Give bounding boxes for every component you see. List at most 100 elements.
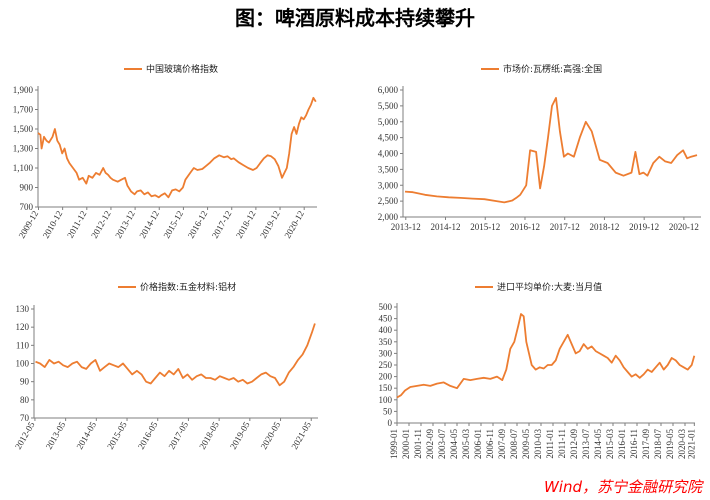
series-line: [404, 97, 698, 204]
x-tick-label: 2020-03: [677, 429, 687, 459]
x-tick-label: 2002-09: [425, 429, 435, 459]
x-tick-label: 2017-12: [210, 209, 234, 240]
y-tick-label: 4,000: [378, 149, 399, 159]
page-title: 图：啤酒原料成本持续攀升: [235, 6, 475, 30]
y-tick-label: 700: [20, 202, 34, 212]
y-tick-label: 6,000: [378, 85, 399, 95]
x-tick-label: 2009-12: [17, 209, 41, 240]
x-tick-label: 2015-05: [105, 420, 129, 451]
y-tick-label: 80: [20, 395, 30, 405]
x-tick-label: 2016-11: [629, 429, 639, 459]
y-tick-label: 500: [379, 302, 393, 312]
x-tick-label: 2003-07: [437, 429, 447, 459]
y-tick-label: 3,000: [378, 180, 399, 190]
x-tick-label: 2006-01: [473, 429, 483, 459]
x-tick-label: 2008-07: [509, 429, 519, 459]
x-tick-label: 2019-12: [629, 222, 659, 232]
x-tick-label: 2012-05: [13, 420, 37, 451]
x-tick-label: 2018-07: [653, 429, 663, 459]
x-tick-label: 2010-12: [41, 209, 65, 240]
x-tick-label: 2013-12: [391, 222, 421, 232]
chart-panel-aluminum: 价格指数:五金材料:铝材 70 80 90 100 110 120 130 2012-05 201…: [0, 275, 355, 475]
y-tick-label: 110: [16, 340, 30, 350]
x-tick-label: 2020-12: [669, 222, 699, 232]
y-tick-label: 100: [16, 359, 30, 369]
x-tick-label: 2017-09: [641, 429, 651, 459]
source-note: Wind，苏宁金融研究院: [543, 478, 702, 496]
x-tick-label: 2005-03: [461, 429, 471, 459]
y-tick-label: 300: [379, 348, 393, 358]
x-tick-label: 2019-05: [665, 429, 675, 459]
x-tick-label: 2014-12: [431, 222, 461, 232]
x-tick-label: 2011-01: [545, 429, 555, 459]
x-tick-label: 2018-05: [197, 420, 221, 451]
x-tick-label: 2017-05: [167, 420, 191, 451]
chart-svg-aluminum: 价格指数:五金材料:铝材 70 80 90 100 110 120 130 2012-05 201…: [13, 281, 318, 451]
legend-label: 进口平均单价:大麦:当月值: [497, 281, 602, 293]
y-tick-label: 250: [379, 360, 393, 370]
x-tick-label: 2014-05: [593, 429, 603, 459]
x-tick-label: 2012-12: [89, 209, 113, 240]
y-tick-label: 1,700: [13, 105, 34, 115]
y-tick-label: 150: [379, 383, 393, 393]
y-tick-label: 2,000: [378, 212, 399, 222]
x-tick-label: 2011-11: [557, 429, 567, 458]
y-tick-label: 50: [383, 406, 393, 416]
x-tick-label: 2020-05: [259, 420, 283, 451]
x-tick-label: 2015-12: [470, 222, 500, 232]
y-tick-label: 450: [379, 314, 393, 324]
y-tick-label: 1,100: [13, 163, 34, 173]
y-tick-label: 350: [379, 337, 393, 347]
x-tick-label: 2018-12: [234, 209, 258, 240]
chart-panel-barley: 进口平均单价:大麦:当月值 0 50 100 150 200 250 300 350 400 450…: [355, 275, 710, 475]
x-tick-label: 2021-05: [289, 420, 313, 451]
y-tick-label: 0: [388, 418, 393, 428]
chart-panel-glass-price: 中国玻璃价格指数 700 900 1,100 1,300 1,500 1,700 1,900 2…: [0, 55, 355, 255]
y-tick-label: 2,500: [378, 196, 399, 206]
chart-svg-corrugated-paper: 市场价:瓦楞纸:高强:全国 2,000 2,500 3,000 3,500 4,000 4,…: [378, 63, 701, 232]
y-tick-label: 70: [20, 413, 30, 423]
legend-label: 中国玻璃价格指数: [146, 63, 218, 75]
x-tick-label: 2004-05: [449, 429, 459, 459]
x-tick-label: 2016-12: [186, 209, 210, 240]
x-tick-label: 2016-12: [510, 222, 540, 232]
x-tick-label: 2001-11: [413, 429, 423, 459]
x-tick-label: 2019-12: [258, 209, 282, 240]
x-tick-label: 2012-09: [569, 429, 579, 459]
x-tick-label: 2000-01: [401, 429, 411, 459]
x-tick-label: 2011-12: [65, 209, 88, 240]
x-tick-label: 2017-12: [550, 222, 580, 232]
legend-label: 市场价:瓦楞纸:高强:全国: [503, 63, 602, 75]
x-tick-label: 2013-05: [44, 420, 68, 451]
series-line: [396, 313, 696, 399]
x-tick-label: 2009-05: [521, 429, 531, 459]
x-tick-label: 2019-05: [228, 420, 252, 451]
x-tick-label: 2014-12: [137, 209, 161, 240]
y-tick-label: 90: [20, 377, 30, 387]
y-tick-label: 200: [379, 372, 393, 382]
x-tick-label: 2016-05: [136, 420, 160, 451]
x-tick-label: 2006-11: [485, 429, 495, 459]
y-tick-label: 1,500: [13, 124, 34, 134]
y-tick-label: 5,000: [378, 117, 399, 127]
y-tick-label: 120: [16, 322, 30, 332]
y-tick-label: 3,500: [378, 164, 399, 174]
y-tick-label: 900: [20, 183, 34, 193]
x-tick-label: 2007-09: [497, 429, 507, 459]
x-tick-label: 2015-12: [161, 209, 185, 240]
y-tick-label: 1,300: [13, 144, 34, 154]
x-tick-label: 2018-12: [589, 222, 619, 232]
x-tick-label: 2021-01: [686, 429, 696, 459]
x-tick-label: 2013-12: [113, 209, 137, 240]
x-tick-label: 2013-07: [581, 429, 591, 459]
chart-panel-corrugated-paper: 市场价:瓦楞纸:高强:全国 2,000 2,500 3,000 3,500 4,000 4,…: [355, 55, 710, 255]
y-tick-label: 100: [379, 395, 393, 405]
y-tick-label: 1,900: [13, 85, 34, 95]
y-tick-label: 4,500: [378, 133, 399, 143]
x-tick-label: 1999-01: [389, 429, 399, 459]
x-tick-label: 2010-03: [533, 429, 543, 459]
x-tick-label: 2014-05: [74, 420, 98, 451]
y-tick-label: 130: [16, 304, 30, 314]
chart-svg-glass-price: 中国玻璃价格指数 700 900 1,100 1,300 1,500 1,700 1,900 2…: [13, 63, 317, 240]
